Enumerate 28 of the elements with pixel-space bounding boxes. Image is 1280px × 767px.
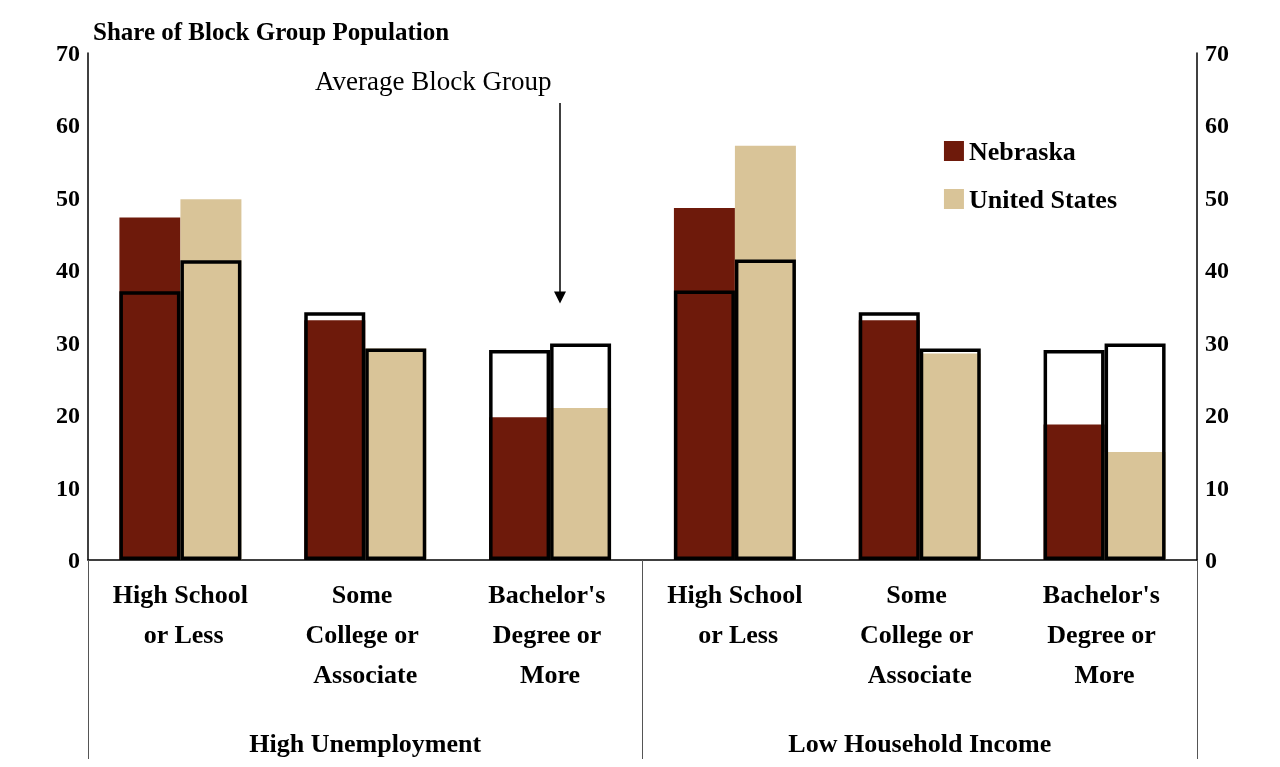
legend-label: Nebraska	[968, 136, 1076, 166]
x-tick-label: Bachelor's Degree or More	[1042, 579, 1167, 689]
y-tick-label: 10	[56, 474, 80, 501]
y2-tick-label: 70	[1205, 40, 1229, 66]
y2-tick-label: 0	[1205, 547, 1217, 573]
text: High Unemployment	[249, 728, 482, 758]
text: Low Household Income	[788, 728, 1052, 758]
x-tick-label: High School or Less	[112, 579, 248, 649]
y2-tick-label: 20	[1205, 402, 1229, 429]
annotation: Average Block Group	[315, 65, 552, 96]
x-tick-label: High School or Less	[667, 579, 803, 649]
x-tick-label: Some College or Associate	[860, 579, 980, 689]
x-tick-label: Bachelor's Degree or More	[488, 579, 612, 689]
y2-tick-label: 10	[1205, 474, 1229, 501]
y-tick-label: 60	[56, 112, 80, 139]
y-tick-label: 0	[68, 547, 80, 573]
y-tick-label: 30	[56, 329, 80, 356]
y-tick-label: 40	[56, 257, 80, 284]
legend-label: United States	[968, 184, 1118, 214]
y2-tick-label: 40	[1205, 257, 1229, 284]
y-tick-label: 50	[56, 184, 80, 211]
x-tick-label: Some College or Associate	[305, 579, 425, 689]
chart-title: Share of Block Group Population	[93, 18, 450, 45]
y-tick-label: 70	[56, 40, 80, 66]
y2-tick-label: 30	[1205, 329, 1229, 356]
y2-tick-label: 50	[1205, 184, 1229, 211]
y-tick-label: 20	[56, 402, 80, 429]
y2-tick-label: 60	[1205, 112, 1229, 139]
